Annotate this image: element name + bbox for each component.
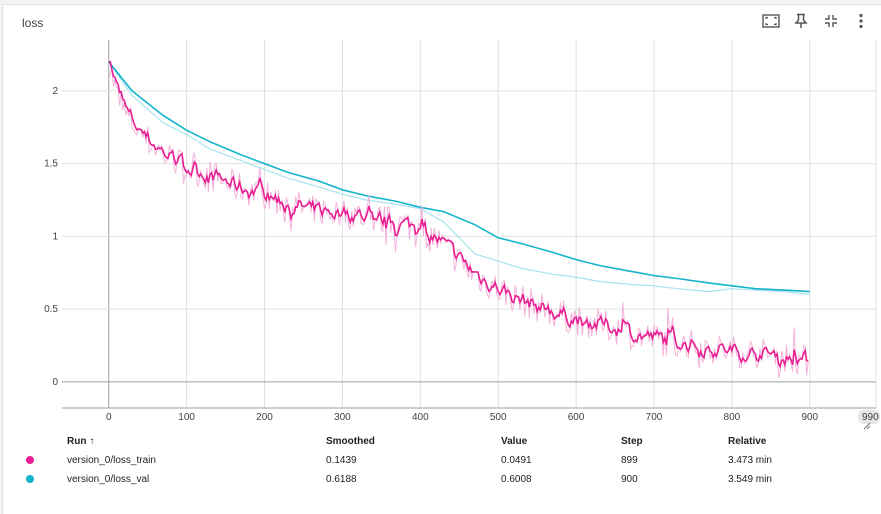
pin-icon[interactable]	[790, 10, 812, 32]
x-tick-label: 900	[801, 412, 818, 423]
x-tick-label: 200	[256, 412, 273, 423]
x-tick-label: 500	[490, 412, 507, 423]
table-row: version_0/loss_train 0.1439 0.0491 899 3…	[22, 451, 818, 470]
header-step[interactable]: Step	[621, 435, 643, 447]
series-line-val-raw	[108, 61, 810, 296]
sort-ascending-icon[interactable]: ↑	[89, 435, 95, 447]
header-relative[interactable]: Relative	[728, 435, 767, 447]
x-tick-label: 300	[334, 412, 351, 423]
series-line-val	[108, 61, 810, 293]
fit-domain-icon[interactable]	[820, 10, 842, 32]
table-header-row: Run ↑ Smoothed Value Step Relative	[22, 431, 818, 451]
y-tick-label: 1	[52, 231, 58, 242]
x-tick-edge-badge	[858, 410, 880, 424]
x-tick-label: 0	[106, 412, 112, 423]
header-smoothed[interactable]: Smoothed	[326, 435, 375, 447]
header-color	[22, 431, 67, 451]
run-smoothed: 0.1439	[326, 455, 357, 466]
x-tick-label: 800	[724, 412, 741, 423]
x-tick-label: 700	[646, 412, 663, 423]
run-relative: 3.473 min	[728, 455, 772, 466]
run-color-dot	[26, 456, 34, 465]
run-value: 0.6008	[501, 474, 532, 485]
run-smoothed: 0.6188	[326, 474, 357, 485]
y-tick-label: 1.5	[44, 159, 58, 170]
x-tick-edge-label: 990	[862, 412, 879, 423]
fullscreen-icon[interactable]	[760, 10, 782, 32]
x-tick-label: 400	[412, 412, 429, 423]
table-row: version_0/loss_val 0.6188 0.6008 900 3.5…	[22, 470, 818, 489]
run-relative: 3.549 min	[728, 474, 772, 485]
x-tick-label: 100	[178, 412, 195, 423]
series-line-train	[108, 61, 809, 369]
header-run-label: Run	[67, 435, 87, 447]
y-tick-label: 2	[52, 86, 58, 97]
header-value[interactable]: Value	[501, 435, 528, 447]
y-tick-label: 0	[52, 377, 58, 388]
header-run[interactable]: Run ↑	[67, 431, 326, 451]
series-line-train-raw	[108, 67, 809, 379]
card-title: loss	[22, 16, 44, 30]
runs-table: Run ↑ Smoothed Value Step Relative versio…	[22, 431, 818, 489]
line-chart[interactable]: 0 100 200 300 400 500 600 700 800 900 0 0.5 1 1.5 2 990	[0, 0, 881, 430]
y-tick-label: 0.5	[44, 304, 58, 315]
run-value: 0.0491	[501, 455, 532, 466]
run-name: version_0/loss_val	[67, 474, 150, 485]
run-step: 900	[621, 474, 638, 485]
resize-handle-icon[interactable]	[861, 420, 871, 430]
run-step: 899	[621, 455, 638, 466]
run-color-dot	[26, 475, 34, 484]
more-vert-icon[interactable]	[850, 10, 872, 32]
run-name: version_0/loss_train	[67, 455, 156, 466]
chart-card	[2, 4, 881, 514]
x-tick-label: 600	[568, 412, 585, 423]
